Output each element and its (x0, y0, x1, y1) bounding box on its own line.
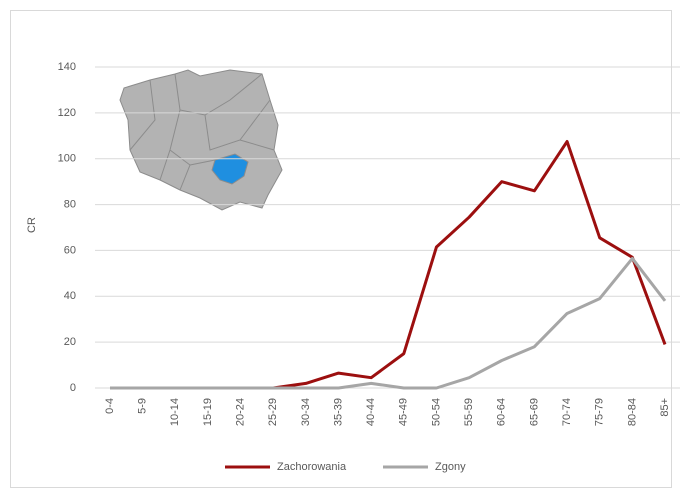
x-tick-label: 70-74 (561, 398, 573, 426)
y-tick-label: 80 (64, 198, 76, 210)
y-tick-label: 40 (64, 290, 76, 302)
y-tick-label: 120 (58, 107, 76, 119)
y-tick-label: 0 (70, 382, 76, 394)
x-tick-label: 60-64 (496, 398, 508, 426)
x-tick-label: 40-44 (365, 398, 377, 426)
x-tick-label: 55-59 (463, 398, 475, 426)
x-tick-label: 5-9 (137, 398, 149, 414)
legend-label: Zachorowania (277, 461, 347, 473)
x-tick-label: 75-79 (594, 398, 606, 426)
y-tick-label: 140 (58, 61, 76, 73)
y-tick-label: 100 (58, 153, 76, 165)
y-axis-label: CR (26, 217, 38, 233)
x-tick-label: 15-19 (202, 398, 214, 426)
x-tick-label: 65-69 (528, 398, 540, 426)
series-line (110, 256, 667, 390)
x-tick-label: 20-24 (234, 398, 246, 426)
x-tick-label: 85+ (659, 398, 671, 417)
x-tick-label: 45-49 (398, 398, 410, 426)
x-tick-label: 80-84 (626, 398, 638, 426)
x-tick-label: 35-39 (332, 398, 344, 426)
legend-label: Zgony (435, 461, 466, 473)
x-tick-label: 50-54 (430, 398, 442, 426)
x-tick-label: 25-29 (267, 398, 279, 426)
chart-frame (10, 10, 672, 488)
x-tick-label: 0-4 (104, 398, 116, 414)
y-tick-label: 20 (64, 336, 76, 348)
x-tick-label: 30-34 (300, 398, 312, 426)
y-tick-label: 60 (64, 244, 76, 256)
x-tick-label: 10-14 (169, 398, 181, 426)
map-inset (119, 69, 283, 211)
